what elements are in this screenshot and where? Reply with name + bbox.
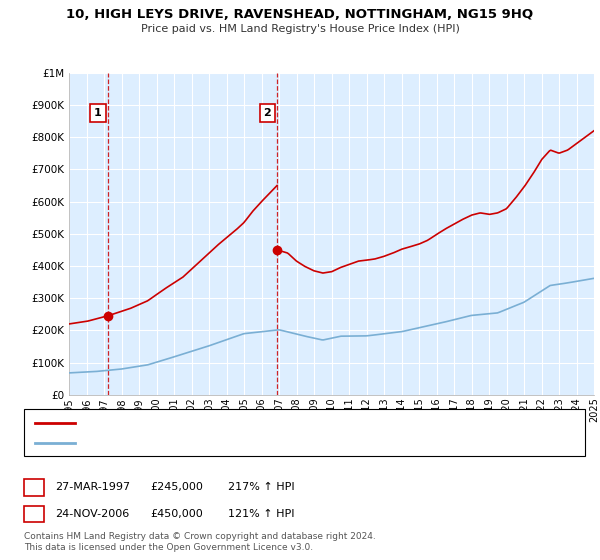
Text: 121% ↑ HPI: 121% ↑ HPI	[228, 509, 295, 519]
Text: 2: 2	[263, 108, 271, 118]
Text: 1: 1	[94, 108, 102, 118]
Text: Price paid vs. HM Land Registry's House Price Index (HPI): Price paid vs. HM Land Registry's House …	[140, 24, 460, 34]
Text: 10, HIGH LEYS DRIVE, RAVENSHEAD, NOTTINGHAM, NG15 9HQ (detached house): 10, HIGH LEYS DRIVE, RAVENSHEAD, NOTTING…	[84, 418, 505, 428]
Text: 2: 2	[30, 509, 38, 519]
Text: 217% ↑ HPI: 217% ↑ HPI	[228, 482, 295, 492]
Text: Contains HM Land Registry data © Crown copyright and database right 2024.: Contains HM Land Registry data © Crown c…	[24, 532, 376, 541]
Text: £245,000: £245,000	[150, 482, 203, 492]
Text: 27-MAR-1997: 27-MAR-1997	[55, 482, 130, 492]
Text: This data is licensed under the Open Government Licence v3.0.: This data is licensed under the Open Gov…	[24, 543, 313, 552]
Text: 24-NOV-2006: 24-NOV-2006	[55, 509, 130, 519]
Text: HPI: Average price, detached house, Gedling: HPI: Average price, detached house, Gedl…	[84, 438, 317, 448]
Text: £450,000: £450,000	[150, 509, 203, 519]
Text: 1: 1	[30, 482, 38, 492]
Text: 10, HIGH LEYS DRIVE, RAVENSHEAD, NOTTINGHAM, NG15 9HQ: 10, HIGH LEYS DRIVE, RAVENSHEAD, NOTTING…	[67, 8, 533, 21]
